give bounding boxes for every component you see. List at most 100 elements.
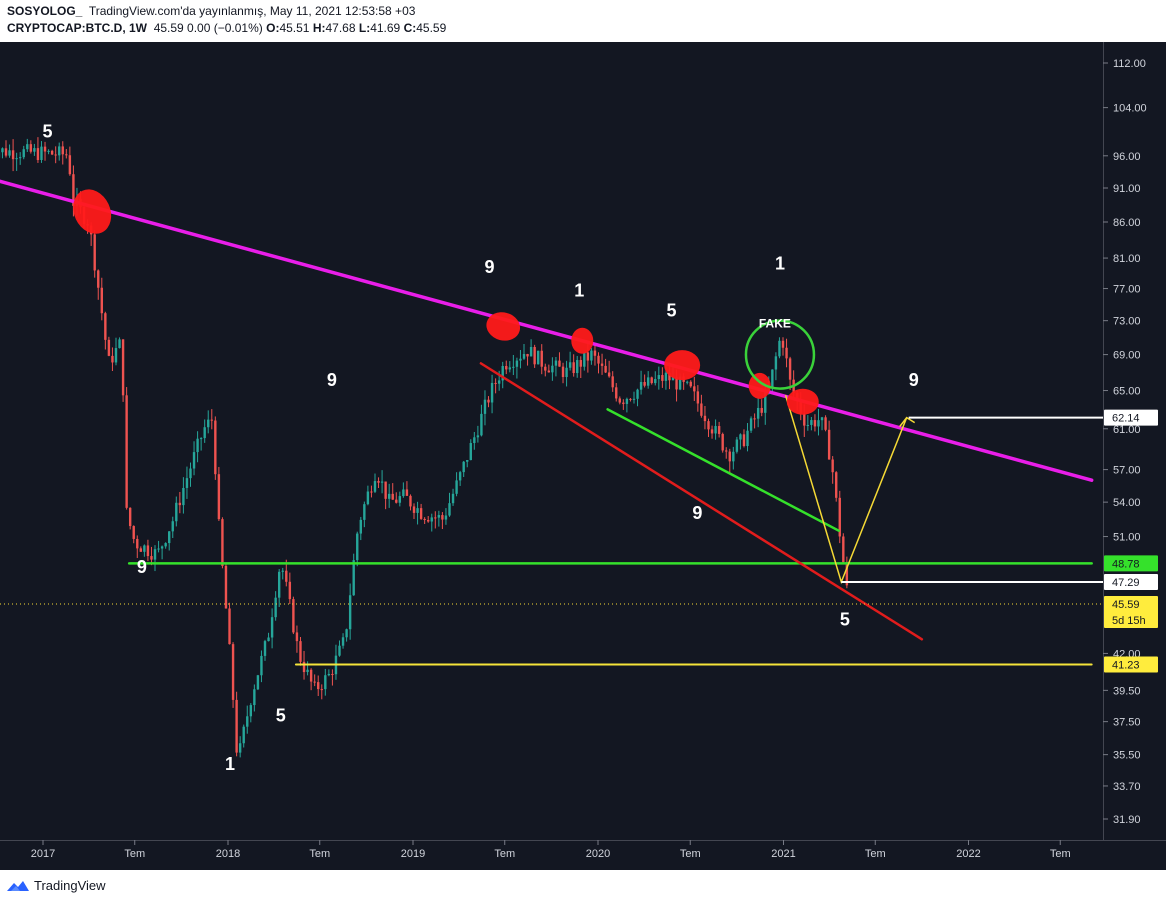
tradingview-logo[interactable]: TradingView (6, 878, 106, 893)
price-tag-label: 47.29 (1112, 577, 1140, 589)
candle-body (26, 144, 29, 150)
candle-body (97, 270, 100, 288)
candle-body (15, 158, 18, 160)
candle-body (448, 503, 451, 516)
candle-body (576, 360, 579, 374)
candle-body (324, 675, 327, 690)
candle-body (611, 376, 614, 388)
resistance-touch-marker (486, 312, 521, 341)
candle-body (419, 508, 423, 519)
candle-body (196, 438, 199, 453)
price-tag-label: 41.23 (1112, 660, 1140, 672)
price-tag-box (1104, 409, 1158, 426)
price-tag-countdown: 5d 15h (1112, 615, 1146, 627)
candle-body (565, 367, 568, 378)
x-tick-label: Tem (1050, 848, 1071, 860)
candle-body (299, 641, 302, 662)
candle-body (302, 661, 306, 673)
candle-body (416, 508, 419, 513)
candle-body (494, 382, 497, 384)
candle-body (625, 398, 629, 404)
price-tag-box (1104, 656, 1158, 673)
candle-body (586, 352, 590, 361)
candle-body (111, 355, 114, 363)
candle-body (469, 443, 472, 461)
candle-body (128, 507, 132, 527)
candle-body (352, 560, 355, 596)
candle-body (824, 417, 827, 430)
wave-count-label: 9 (137, 557, 147, 577)
candle-body (228, 608, 231, 645)
candle-body (689, 381, 692, 387)
candle-body (817, 420, 820, 427)
symbol-label: CRYPTOCAP:BTC.D, 1W (7, 21, 148, 35)
candle-body (114, 348, 118, 363)
x-tick-label: Tem (309, 848, 330, 860)
candle-body (813, 420, 817, 427)
x-tick-label: 2021 (771, 848, 795, 860)
tradingview-logo-icon (7, 880, 29, 891)
candle-body (168, 531, 171, 544)
candle-body (153, 549, 157, 560)
candle-body (47, 150, 50, 152)
candle-body (43, 146, 47, 152)
candle-body (540, 350, 543, 367)
wave-count-label: 5 (43, 121, 53, 141)
open-value: 45.51 (279, 21, 310, 35)
green-wedge-line (606, 408, 841, 532)
wave-count-label: 5 (840, 609, 850, 629)
candle-body (558, 360, 561, 367)
candle-body (11, 150, 15, 160)
candle-body (8, 150, 11, 156)
candle-body (742, 434, 746, 447)
candle-body (778, 340, 781, 357)
candle-body (487, 399, 490, 403)
candle-body (377, 481, 380, 483)
candle-body (65, 154, 68, 156)
candle-body (827, 429, 831, 460)
wave-count-label: 1 (574, 280, 584, 300)
candle-body (717, 426, 721, 434)
chart-header: SOSYOLOG_ TradingView.com'da yayınlanmış… (0, 0, 1166, 42)
candle-body (785, 347, 788, 359)
candle-body (536, 350, 540, 365)
publish-text: TradingView.com'da yayınlanmış, May 11, … (88, 4, 416, 18)
candle-body (125, 395, 128, 508)
candle-body (696, 391, 700, 404)
candle-body (320, 689, 323, 691)
candle-body (526, 354, 529, 357)
candle-body (171, 521, 174, 532)
candle-body (246, 716, 249, 727)
candle-body (143, 545, 146, 552)
candle-body (739, 434, 742, 440)
candle-body (561, 366, 565, 378)
candle-body (803, 413, 806, 426)
candle-body (703, 415, 707, 422)
candle-body (728, 451, 731, 462)
candle-body (164, 543, 167, 547)
candle-body (497, 380, 501, 384)
candle-body (395, 499, 398, 503)
candle-body (735, 439, 739, 452)
y-tick-label: 77.00 (1113, 284, 1141, 296)
candle-body (409, 495, 412, 507)
y-tick-label: 86.00 (1113, 217, 1141, 229)
candle-body (54, 154, 57, 156)
candle-body (483, 399, 487, 414)
price-tag-box (1104, 596, 1158, 629)
candle-body (267, 637, 270, 642)
candle-body (515, 360, 519, 367)
candle-body (707, 421, 710, 430)
candle-body (547, 370, 551, 373)
candle-body (40, 146, 43, 161)
candle-body (714, 426, 717, 434)
x-tick-label: Tem (494, 848, 515, 860)
candle-body (274, 597, 277, 618)
candle-body (50, 150, 54, 155)
candle-body (501, 365, 504, 381)
candle-body (118, 339, 121, 349)
candle-body (338, 645, 341, 656)
candle-body (593, 350, 597, 356)
candle-body (434, 517, 437, 519)
